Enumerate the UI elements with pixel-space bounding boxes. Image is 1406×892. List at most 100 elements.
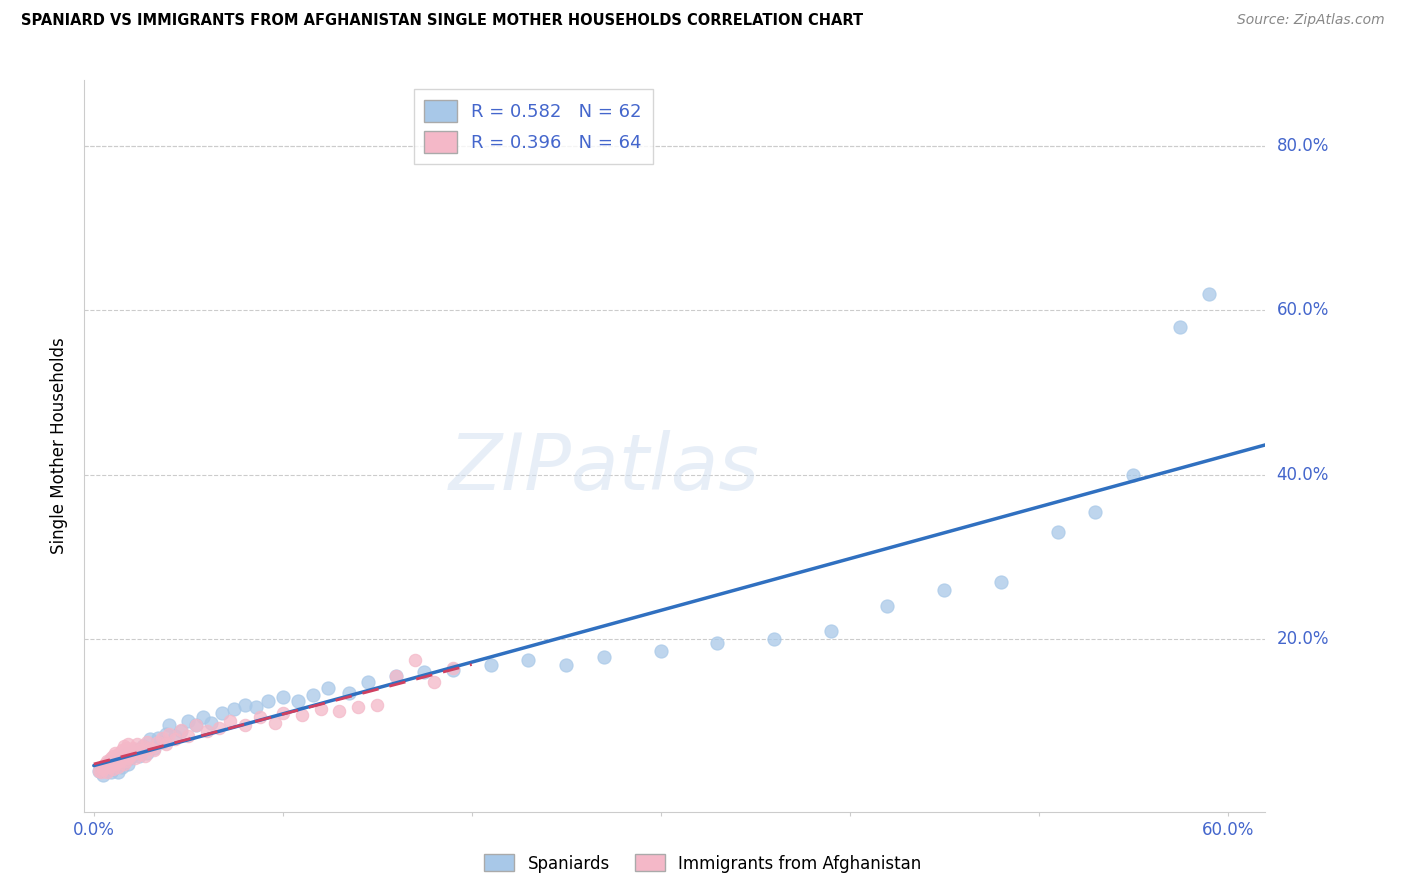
Point [1122,467,1144,482]
Point [110,754,132,768]
Point [316,681,339,696]
Point [165,729,187,743]
Point [146,731,169,745]
Point [105,756,128,770]
Text: 40.0%: 40.0% [1277,466,1329,483]
Point [211,706,233,720]
Point [184,718,207,732]
Point [200,715,222,730]
Point [222,702,245,716]
Point [118,748,141,763]
Point [91,762,114,776]
Legend: R = 0.582   N = 62, R = 0.396   N = 64: R = 0.582 N = 62, R = 0.396 N = 64 [413,89,652,164]
Point [934,582,956,597]
Point [404,653,426,667]
Point [291,707,314,722]
Point [593,650,616,665]
Point [423,674,446,689]
Point [124,743,146,757]
Point [135,735,157,749]
Point [357,674,380,689]
Point [155,726,177,740]
Point [89,764,111,778]
Point [177,729,200,743]
Point [89,764,111,778]
Point [184,718,207,732]
Point [101,762,124,776]
Point [107,759,129,773]
Point [96,754,118,768]
Point [96,759,118,773]
Point [132,739,155,753]
Point [150,735,173,749]
Point [1170,319,1192,334]
Point [97,756,120,770]
Point [302,688,325,702]
Point [115,754,138,768]
Point [328,705,350,719]
Point [245,699,267,714]
Point [249,710,271,724]
Point [1084,505,1107,519]
Point [118,751,141,765]
Point [143,743,166,757]
Point [256,694,278,708]
Point [105,751,128,765]
Point [193,710,215,724]
Point [143,740,166,755]
Point [441,661,464,675]
Point [110,751,132,765]
Point [117,737,139,751]
Y-axis label: Single Mother Households: Single Mother Households [51,338,69,554]
Point [132,739,155,753]
Point [1046,525,1069,540]
Point [104,746,127,760]
Text: SPANIARD VS IMMIGRANTS FROM AFGHANISTAN SINGLE MOTHER HOUSEHOLDS CORRELATION CHA: SPANIARD VS IMMIGRANTS FROM AFGHANISTAN … [21,13,863,29]
Point [135,746,157,760]
Point [479,658,502,673]
Point [121,747,143,762]
Point [347,699,370,714]
Point [763,632,786,647]
Point [129,747,152,762]
Point [111,759,134,773]
Point [115,747,138,762]
Point [517,653,540,667]
Point [555,658,578,673]
Point [271,690,294,704]
Point [233,698,256,712]
Point [413,665,436,679]
Point [876,599,898,614]
Point [112,757,135,772]
Point [165,732,187,747]
Point [139,740,162,755]
Point [91,759,114,773]
Point [104,757,127,772]
Point [990,574,1012,589]
Text: 60.0%: 60.0% [1277,301,1329,319]
Point [112,756,135,770]
Point [150,731,173,745]
Point [100,756,122,770]
Text: 80.0%: 80.0% [1277,137,1329,155]
Point [170,723,193,737]
Point [366,698,388,712]
Point [117,757,139,772]
Point [650,644,672,658]
Point [155,737,177,751]
Point [100,751,122,765]
Point [107,765,129,780]
Point [1198,287,1220,301]
Point [97,759,120,773]
Point [118,743,141,757]
Point [111,748,134,763]
Point [441,664,464,678]
Point [107,747,129,762]
Point [218,714,240,729]
Legend: Spaniards, Immigrants from Afghanistan: Spaniards, Immigrants from Afghanistan [478,847,928,880]
Point [112,739,135,753]
Point [91,768,114,782]
Point [337,685,360,699]
Point [820,624,842,638]
Point [124,751,146,765]
